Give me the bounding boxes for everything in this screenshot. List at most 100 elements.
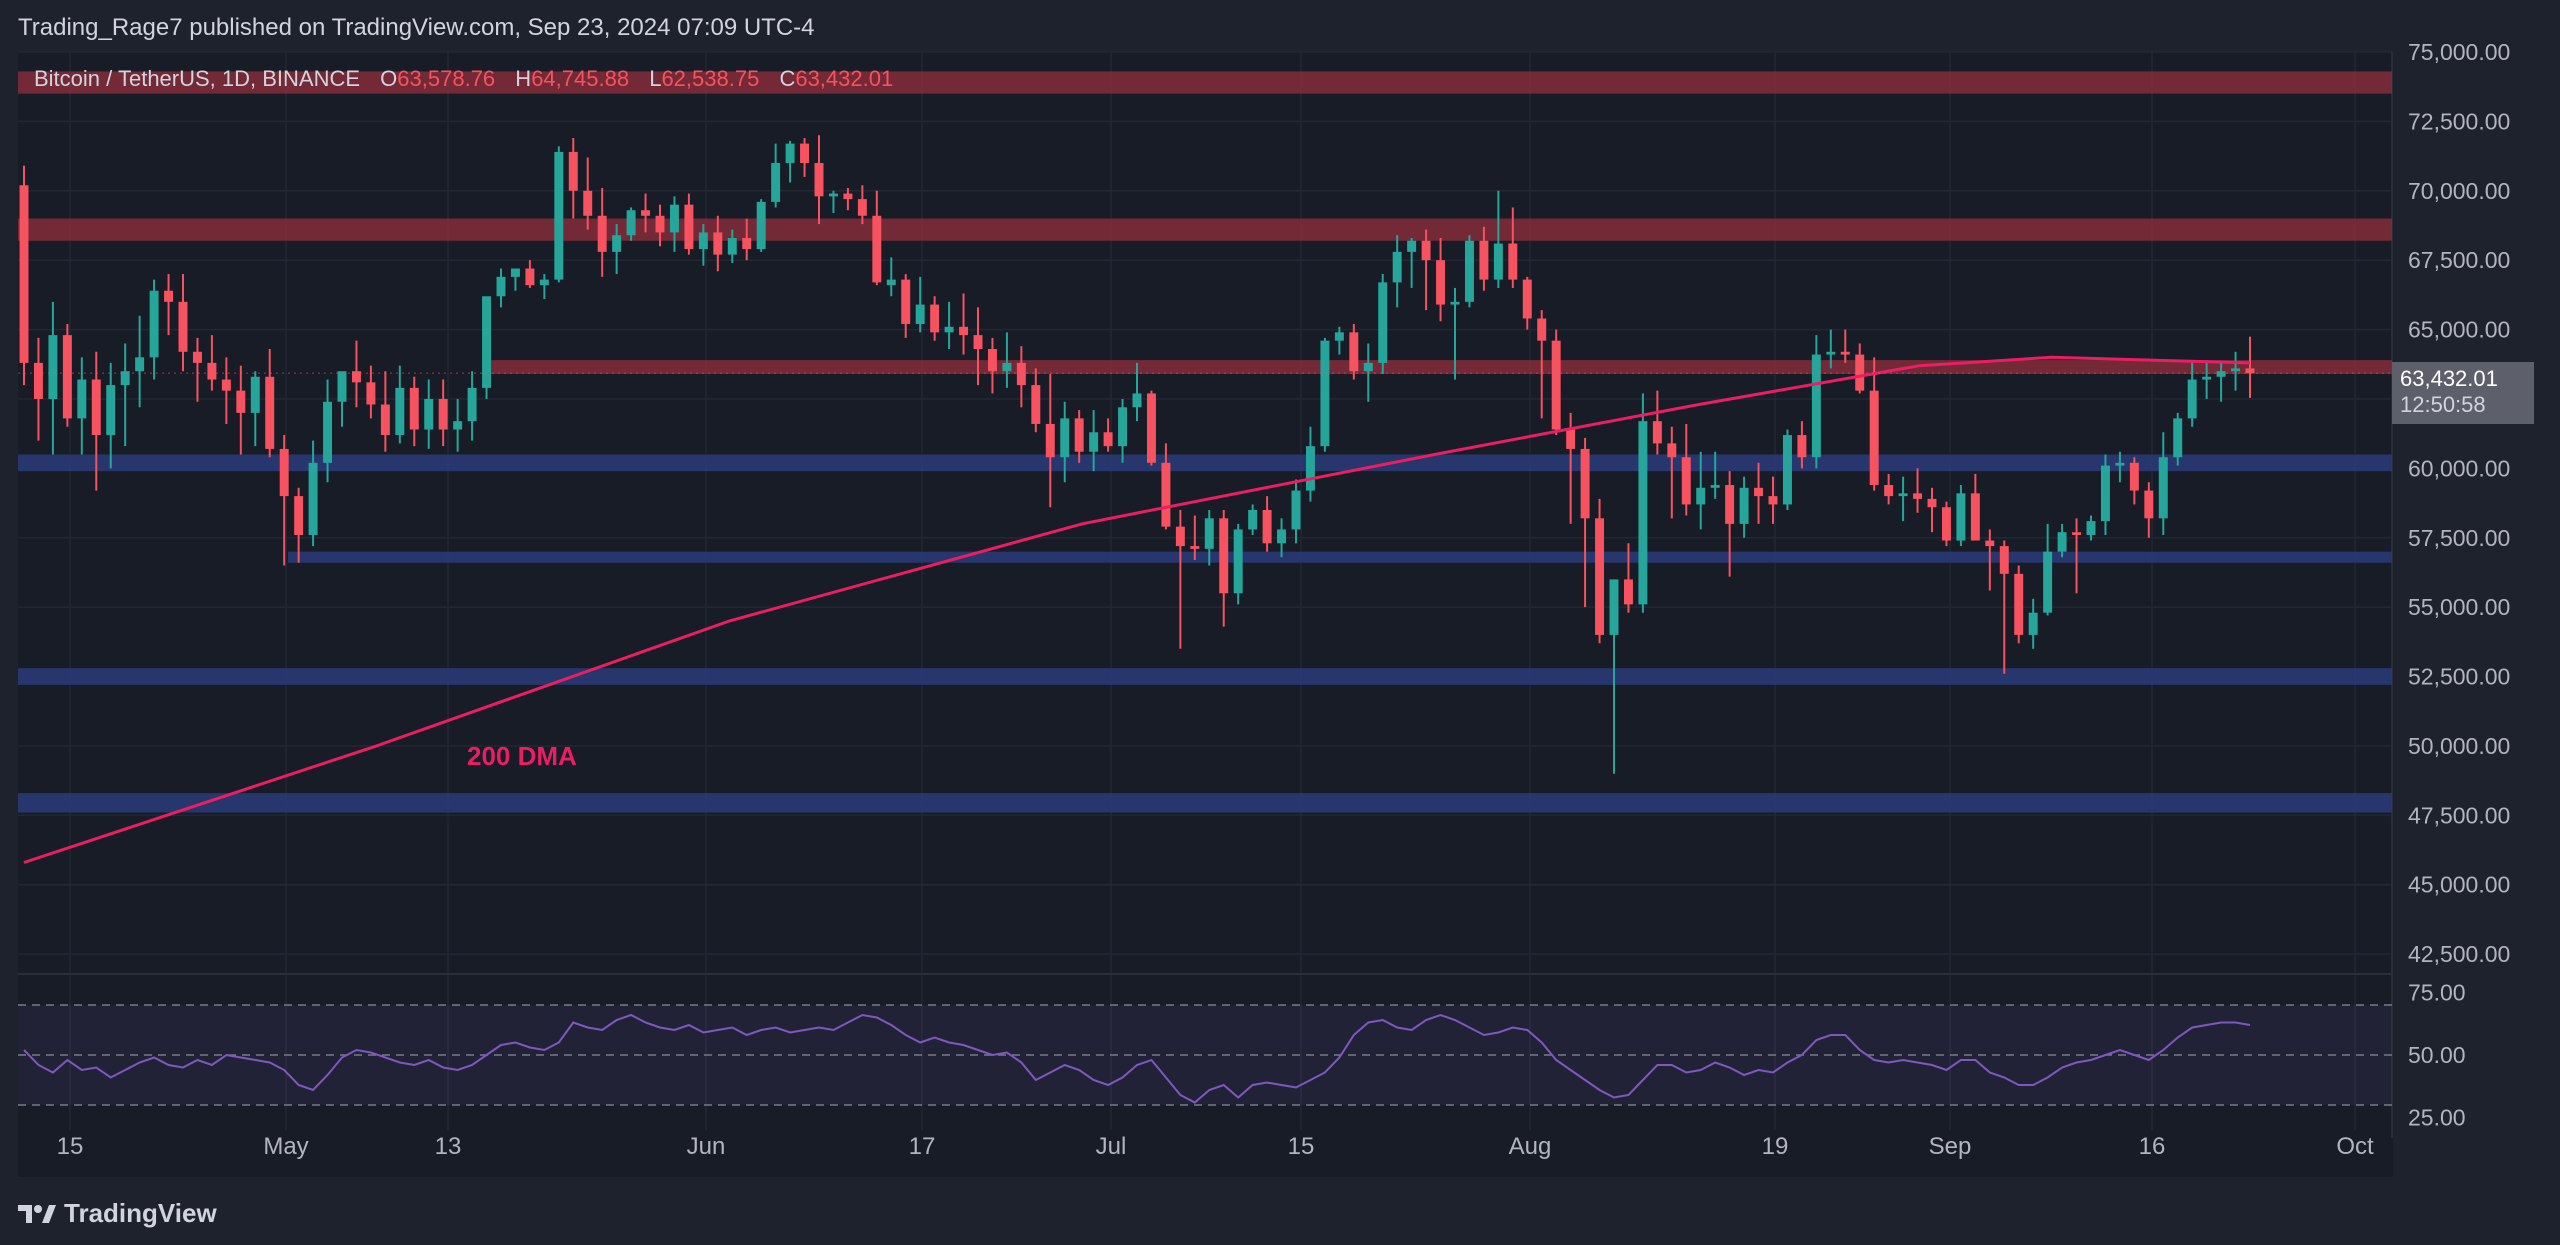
last-price-tag: 63,432.01 12:50:58 <box>2392 362 2534 424</box>
candle-body <box>2028 612 2038 635</box>
price-axis-label: 70,000.00 <box>2408 178 2510 204</box>
candle-body <box>1103 432 1113 447</box>
time-axis-label: Sep <box>1929 1133 1972 1160</box>
candle-body <box>583 190 593 216</box>
price-axis-label: 45,000.00 <box>2408 872 2510 898</box>
candle-body <box>91 379 101 436</box>
resistance-zone <box>18 71 2392 94</box>
price-axis-label: 67,500.00 <box>2408 247 2510 273</box>
price-axis-label: 75,000.00 <box>2408 39 2510 65</box>
candle-body <box>1479 240 1489 280</box>
rsi-axis-label: 75.00 <box>2408 980 2466 1006</box>
symbol-legend: Bitcoin / TetherUS, 1D, BINANCE O63,578.… <box>34 66 893 92</box>
candle-body <box>959 326 969 336</box>
candle-body <box>1667 443 1677 458</box>
candle-body <box>1739 487 1749 524</box>
candle-body <box>2129 462 2139 491</box>
candle-body <box>77 379 87 419</box>
candle-body <box>453 421 463 430</box>
candle-body <box>713 232 723 255</box>
candle-body <box>1407 240 1417 252</box>
candle-body <box>1248 510 1258 530</box>
candle-body <box>19 185 29 363</box>
candle-body <box>1811 354 1821 458</box>
symbol-name[interactable]: Bitcoin / TetherUS, 1D, BINANCE <box>34 66 361 91</box>
candle-body <box>149 290 159 358</box>
rsi-line <box>23 1013 2251 1104</box>
candle-body <box>1132 393 1142 408</box>
candle-body <box>1392 251 1402 283</box>
candle-body <box>944 326 954 333</box>
candle-body <box>1334 332 1344 341</box>
candle-body <box>1970 493 1980 541</box>
candle-body <box>915 304 925 325</box>
candle-body <box>857 199 867 216</box>
price-axis-label: 72,500.00 <box>2408 108 2510 134</box>
candle-body <box>1869 390 1879 486</box>
candle-body <box>756 201 766 250</box>
time-axis-label: 16 <box>2139 1133 2166 1160</box>
candle-body <box>1537 318 1547 341</box>
candle-body <box>1436 260 1446 305</box>
candle-body <box>178 301 188 352</box>
candle-body <box>496 276 506 297</box>
candle-body <box>1696 487 1706 505</box>
candle-body <box>1551 340 1561 430</box>
candle-body <box>308 462 318 535</box>
candle-body <box>1262 510 1272 544</box>
candle-body <box>641 210 651 216</box>
candle-body <box>1652 421 1662 444</box>
candle-body <box>1464 240 1474 302</box>
candle-body <box>467 387 477 422</box>
tradingview-logo[interactable]: TradingView <box>18 1198 217 1229</box>
candle-body <box>279 448 289 497</box>
candle-body <box>626 210 636 236</box>
support-zone <box>288 551 2392 563</box>
candle-body <box>1609 579 1619 635</box>
candle-body <box>1146 393 1156 463</box>
candle-body <box>669 204 679 233</box>
candle-body <box>698 232 708 250</box>
candle-body <box>265 376 275 449</box>
candle-body <box>33 362 43 399</box>
candle-body <box>1623 579 1633 605</box>
candle-body <box>1277 529 1287 544</box>
candle-body <box>207 362 217 380</box>
candle-body <box>1161 462 1171 527</box>
candle-body <box>395 387 405 436</box>
candle-body <box>2187 379 2197 419</box>
candle-body <box>120 371 130 386</box>
price-axis-label: 65,000.00 <box>2408 317 2510 343</box>
candle-body <box>1522 279 1532 319</box>
candle-body <box>2231 368 2241 372</box>
candle-body <box>1710 485 1720 488</box>
candle-body <box>1941 507 1951 541</box>
candle-body <box>323 401 333 463</box>
support-zone <box>18 668 2392 685</box>
candle-body <box>1638 421 1648 605</box>
candle-body <box>1204 518 1214 549</box>
candle-body <box>2216 371 2226 377</box>
dma-200-annotation: 200 DMA <box>467 741 577 771</box>
candle-body <box>2115 462 2125 466</box>
candle-body <box>930 304 940 333</box>
brand-name: TradingView <box>64 1198 217 1228</box>
candle-body <box>2100 465 2110 522</box>
candle-body <box>597 215 607 252</box>
dma-200-line <box>23 355 2251 864</box>
candle-body <box>2043 551 2053 613</box>
price-axis-label: 55,000.00 <box>2408 594 2510 620</box>
candle-body <box>380 404 390 436</box>
candle-body <box>612 235 622 252</box>
candle-body <box>1002 362 1012 372</box>
candle-body <box>1190 546 1200 549</box>
high-value: 64,745.88 <box>531 66 630 91</box>
candle-body <box>2158 457 2168 519</box>
candle-body <box>843 193 853 200</box>
candle-body <box>1450 301 1460 305</box>
time-axis-label: Aug <box>1509 1133 1552 1160</box>
candle-body <box>684 204 694 250</box>
candle-body <box>1855 354 1865 391</box>
low-value: 62,538.75 <box>661 66 760 91</box>
